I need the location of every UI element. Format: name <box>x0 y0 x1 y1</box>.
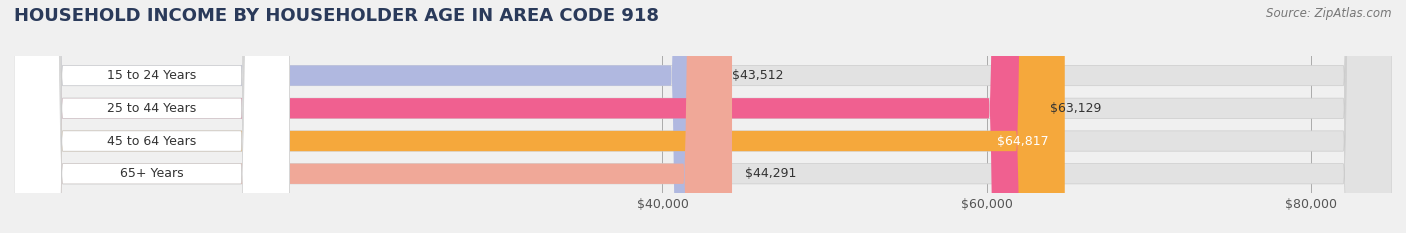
FancyBboxPatch shape <box>14 0 1064 233</box>
Text: $43,512: $43,512 <box>733 69 785 82</box>
Text: HOUSEHOLD INCOME BY HOUSEHOLDER AGE IN AREA CODE 918: HOUSEHOLD INCOME BY HOUSEHOLDER AGE IN A… <box>14 7 659 25</box>
Text: 25 to 44 Years: 25 to 44 Years <box>107 102 197 115</box>
FancyBboxPatch shape <box>14 0 1392 233</box>
FancyBboxPatch shape <box>14 0 1392 233</box>
Text: $64,817: $64,817 <box>997 134 1049 147</box>
Text: 65+ Years: 65+ Years <box>120 167 184 180</box>
FancyBboxPatch shape <box>14 0 290 233</box>
FancyBboxPatch shape <box>14 0 1392 233</box>
Text: 15 to 24 Years: 15 to 24 Years <box>107 69 197 82</box>
FancyBboxPatch shape <box>14 0 1392 233</box>
Text: Source: ZipAtlas.com: Source: ZipAtlas.com <box>1267 7 1392 20</box>
Text: $63,129: $63,129 <box>1050 102 1102 115</box>
FancyBboxPatch shape <box>14 0 290 233</box>
FancyBboxPatch shape <box>14 0 1038 233</box>
Text: 45 to 64 Years: 45 to 64 Years <box>107 134 197 147</box>
FancyBboxPatch shape <box>14 0 733 233</box>
FancyBboxPatch shape <box>14 0 290 233</box>
FancyBboxPatch shape <box>14 0 720 233</box>
Text: $44,291: $44,291 <box>745 167 796 180</box>
FancyBboxPatch shape <box>14 0 290 233</box>
